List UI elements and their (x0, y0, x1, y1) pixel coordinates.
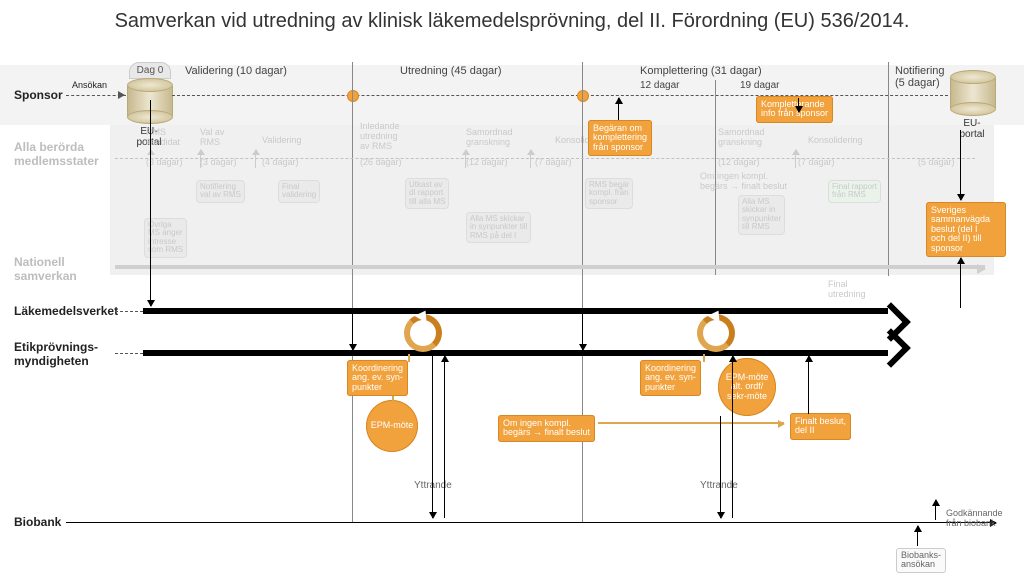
row-nationell: Nationell samverkan (14, 255, 77, 283)
ghost-rms-begar: RMS begär kompl. från sponsor (585, 178, 633, 209)
box-koord1: Koordinering ang. ev. syn- punkter (347, 360, 408, 396)
biobank-line (66, 522, 996, 523)
row-sponsor: Sponsor (14, 88, 63, 102)
ghost-tick-7 (795, 150, 796, 168)
diagram-title: Samverkan vid utredning av klinisk läkem… (0, 10, 1024, 33)
ghost-7d2: (7 dagar) (798, 158, 835, 168)
ghost-validering: Validering (262, 136, 301, 146)
ghost-utkast: Utkast av dI rapport till alla MS (405, 178, 449, 209)
lakemedel-dash (115, 311, 143, 312)
varrow-svbeslut-down (960, 130, 961, 200)
swirl-icon-1 (400, 310, 446, 356)
ansokan-label: Ansökan (72, 80, 107, 90)
phase-notifiering: Notifiering (5 dagar) (895, 65, 945, 89)
ghost-samordnad2: Samordnad granskning (718, 128, 765, 148)
phase-separator-4 (888, 62, 889, 276)
varrow-portal-down (150, 100, 151, 306)
biobanks-ansokan-box: Biobanks- ansökan (896, 548, 946, 573)
phase-komp-sub1: 12 dagar (640, 80, 679, 91)
lakemedel-line (143, 308, 888, 314)
oconn-epm (392, 396, 394, 404)
circle-epm: EPM-möte (366, 400, 418, 452)
ghost-tick-2 (200, 150, 201, 168)
phase-komplettering: Komplettering (31 dagar) (640, 65, 762, 77)
varrow-yttr2-up (732, 356, 733, 518)
milestone-dot-1 (347, 90, 359, 102)
row-alla: Alla berörda medlemsstater (14, 140, 99, 168)
etik-line (143, 350, 888, 356)
oconn-2 (703, 354, 705, 362)
kompl-down-arrow (798, 98, 799, 112)
ghost-final-rapport: Final rapport från RMS (828, 180, 881, 203)
ghost-7d: (7 dagar) (535, 158, 572, 168)
ghost-tick-3 (255, 150, 256, 168)
eu-portal-right: EU- portal (950, 70, 994, 140)
oconn-1 (408, 354, 410, 362)
phase-separator-2 (582, 62, 583, 522)
ghost-5d: (5 dagar) (918, 158, 955, 168)
phase-komp-sub2: 19 dagar (740, 80, 779, 91)
phase-utredning: Utredning (45 dagar) (400, 65, 502, 77)
ghost-notif-val: Notifiering val av RMS (196, 180, 245, 203)
phase-separator-1 (352, 62, 353, 522)
ghost-konsol2: Konsolidering (808, 136, 863, 146)
godkannande-label: Godkännande från biobank (946, 508, 1003, 528)
etik-dash (115, 353, 143, 354)
diagram-stage: Samverkan vid utredning av klinisk läkem… (0, 0, 1024, 584)
ghost-4d: (4 dagar) (262, 158, 299, 168)
biobanks-ansokan-arrow (917, 526, 918, 546)
circle-epm-alt: EPM-möte alt. ordf/ sekr-möte (718, 358, 776, 416)
ghost-alla-ms: Alla MS skickar in synpunkter till RMS p… (466, 212, 531, 243)
box-om-ingen: Om ingen kompl. begärs → finalt beslut (498, 415, 595, 442)
ghost-inledande: Inledande utredning av RMS (360, 122, 400, 152)
row-lakemedel: Läkemedelsverket (14, 304, 118, 318)
milestone-dot-2 (577, 90, 589, 102)
ghost-final-val: Final validering (278, 180, 320, 203)
varrow-yttr2-down (720, 416, 721, 518)
varrow-svbeslut-up (960, 258, 961, 308)
box-begaran: Begäran om komplettering från sponsor (588, 120, 652, 156)
ghost-final-utredning: Final utredning (828, 280, 866, 300)
day-zero-label: Dag 0 (129, 62, 171, 79)
ghost-samordnad: Samordnad granskning (466, 128, 513, 148)
varrow-sep2-thick (582, 314, 583, 350)
ghost-tick-5 (530, 150, 531, 168)
box-koord2: Koordinering ang. ev. syn- punkter (640, 360, 701, 396)
ghost-3d2: (3 dagar) (200, 158, 237, 168)
eu-portal-right-label: EU- portal (950, 118, 994, 140)
row-etik: Etikprövnings- myndigheten (14, 340, 98, 368)
thick-chevron-bot (871, 328, 911, 368)
ghost-val-av-rms: Val av RMS (200, 128, 224, 148)
oconn-finalt (598, 422, 784, 424)
row-biobank: Biobank (14, 515, 61, 529)
ghost-alla-ms2: Alla MS skickar in synpunkter till RMS (738, 195, 785, 235)
ansokan-arrow-icon (118, 91, 125, 99)
varrow-sep1-thick (352, 314, 353, 350)
biobank-arrow-up (935, 500, 936, 520)
nationell-line (115, 265, 985, 269)
ghost-3d: (3 dagar) (146, 158, 183, 168)
begaran-up-arrow (618, 98, 619, 120)
swirl-icon-2 (693, 310, 739, 356)
varrow-yttr1-up (444, 356, 445, 518)
ghost-26d: (26 dagar) (360, 158, 402, 168)
varrow-finalt-up (808, 356, 809, 414)
ghost-12d2: (12 dagar) (718, 158, 760, 168)
ghost-rms-kandidat: RMS kandidat (146, 128, 180, 148)
box-finalt: Finalt beslut, del II (790, 413, 851, 440)
ghost-tick-4 (465, 150, 466, 168)
box-sveriges: Sveriges sammanvägda beslut (del I och d… (926, 202, 1006, 257)
ghost-12d: (12 dagar) (466, 158, 508, 168)
varrow-yttr1-down (432, 356, 433, 518)
ghost-om-ingen: Om ingen kompl. begärs → finalt beslut (700, 172, 787, 192)
phase-validering: Validering (10 dagar) (185, 65, 287, 77)
ansokan-dash (66, 95, 126, 96)
